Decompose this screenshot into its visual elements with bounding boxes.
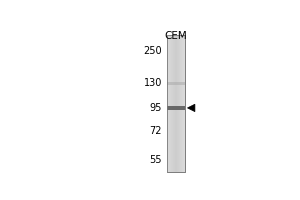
Text: 250: 250 bbox=[143, 46, 162, 56]
Text: 72: 72 bbox=[149, 126, 162, 136]
Bar bbox=[176, 35, 177, 172]
Bar bbox=[175, 35, 176, 172]
Bar bbox=[173, 35, 174, 172]
Bar bbox=[177, 35, 178, 172]
Bar bbox=[167, 82, 185, 85]
Bar bbox=[167, 35, 168, 172]
Bar bbox=[184, 35, 185, 172]
Text: CEM: CEM bbox=[164, 31, 187, 41]
Bar bbox=[181, 35, 182, 172]
Bar bbox=[170, 35, 171, 172]
Bar bbox=[182, 35, 183, 172]
Bar bbox=[167, 35, 185, 172]
Text: 130: 130 bbox=[143, 78, 162, 88]
Bar bbox=[180, 35, 181, 172]
Bar bbox=[183, 35, 184, 172]
Bar bbox=[169, 35, 170, 172]
Text: 95: 95 bbox=[149, 103, 162, 113]
Bar bbox=[167, 35, 185, 172]
Bar bbox=[174, 35, 175, 172]
Bar bbox=[169, 35, 170, 172]
Bar bbox=[178, 35, 179, 172]
Bar bbox=[172, 35, 173, 172]
Bar bbox=[179, 35, 180, 172]
Bar bbox=[171, 35, 172, 172]
Text: 55: 55 bbox=[149, 155, 162, 165]
Bar bbox=[168, 35, 169, 172]
Bar bbox=[167, 106, 185, 110]
Polygon shape bbox=[188, 104, 195, 112]
